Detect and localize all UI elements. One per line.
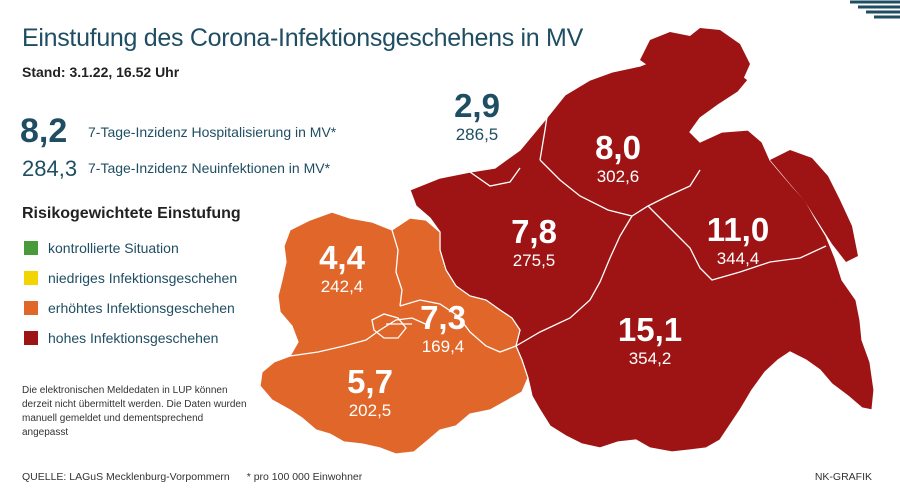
data-note: Die elektronischen Meldedaten in LUP kön… [22, 385, 247, 438]
region-new-value: 169,4 [421, 337, 465, 356]
legend-label: kontrollierte Situation [48, 240, 179, 256]
region-hosp-value: 11,0 [706, 211, 770, 248]
usedom-island [770, 150, 858, 262]
region-label-schwerin: 7,3 169,4 [420, 300, 466, 358]
region-new-value: 275,5 [512, 251, 556, 270]
region-new-value: 344,4 [716, 249, 760, 268]
region-label-vorpommern-ruegen: 8,0 302,6 [595, 130, 641, 188]
timestamp: Stand: 3.1.22, 16.52 Uhr [22, 64, 180, 80]
region-label-rostock: 2,9 286,5 [454, 88, 500, 146]
orange-swatch-icon [24, 301, 38, 315]
new-infections-value: 284,3 [22, 156, 78, 181]
red-swatch-icon [24, 331, 38, 345]
region-label-mecklenburgische-seenplatte: 15,1 354,2 [618, 312, 682, 370]
legend-item-high: hohes Infektionsgeschehen [24, 330, 218, 346]
hospitalization-value: 8,2 [20, 112, 68, 150]
page-title: Einstufung des Corona-Infektionsgeschehe… [22, 24, 583, 52]
corner-stripes-icon [840, 0, 900, 22]
region-new-value: 242,4 [320, 277, 364, 296]
source-line: QUELLE: LAGuS Mecklenburg-Vorpommern * p… [22, 471, 376, 483]
region-hosp-value: 7,8 [511, 213, 557, 250]
green-swatch-icon [24, 241, 38, 255]
yellow-swatch-icon [24, 271, 38, 285]
region-hosp-value: 7,3 [420, 299, 466, 336]
legend-label: erhöhtes Infektionsgeschehen [48, 300, 235, 316]
legend-item-elevated: erhöhtes Infektionsgeschehen [24, 300, 235, 316]
region-hosp-value: 2,9 [454, 87, 500, 124]
region-hosp-value: 4,4 [319, 239, 365, 276]
source-text: QUELLE: LAGuS Mecklenburg-Vorpommern [22, 471, 230, 483]
graphic-credit: NK-GRAFIK [814, 471, 872, 483]
region-hosp-value: 8,0 [595, 129, 641, 166]
region-new-value: 302,6 [596, 167, 640, 186]
region-new-value: 202,5 [348, 401, 392, 420]
region-label-landkreis-rostock: 7,8 275,5 [511, 214, 557, 272]
region-hosp-value: 15,1 [617, 311, 683, 348]
legend-label: hohes Infektionsgeschehen [48, 330, 219, 346]
region-new-value: 286,5 [455, 125, 499, 144]
new-infections-label: 7-Tage-Inzidenz Neuinfektionen in MV* [88, 160, 331, 176]
hospitalization-label: 7-Tage-Inzidenz Hospitalisierung in MV* [88, 124, 337, 140]
legend-title: Risikogewichtete Einstufung [22, 205, 241, 222]
region-new-value: 354,2 [628, 349, 672, 368]
footnote-text: * pro 100 000 Einwohner [246, 471, 363, 483]
legend-label: niedriges Infektionsgeschehen [48, 270, 238, 286]
ruegen-island [640, 28, 750, 100]
legend-item-low: niedriges Infektionsgeschehen [24, 270, 237, 286]
region-label-nordwestmecklenburg: 4,4 242,4 [319, 240, 365, 298]
region-label-vorpommern-greifswald: 11,0 344,4 [707, 212, 769, 270]
region-hosp-value: 5,7 [347, 363, 393, 400]
region-label-ludwigslust-parchim: 5,7 202,5 [347, 364, 393, 422]
legend-item-controlled: kontrollierte Situation [24, 240, 179, 256]
